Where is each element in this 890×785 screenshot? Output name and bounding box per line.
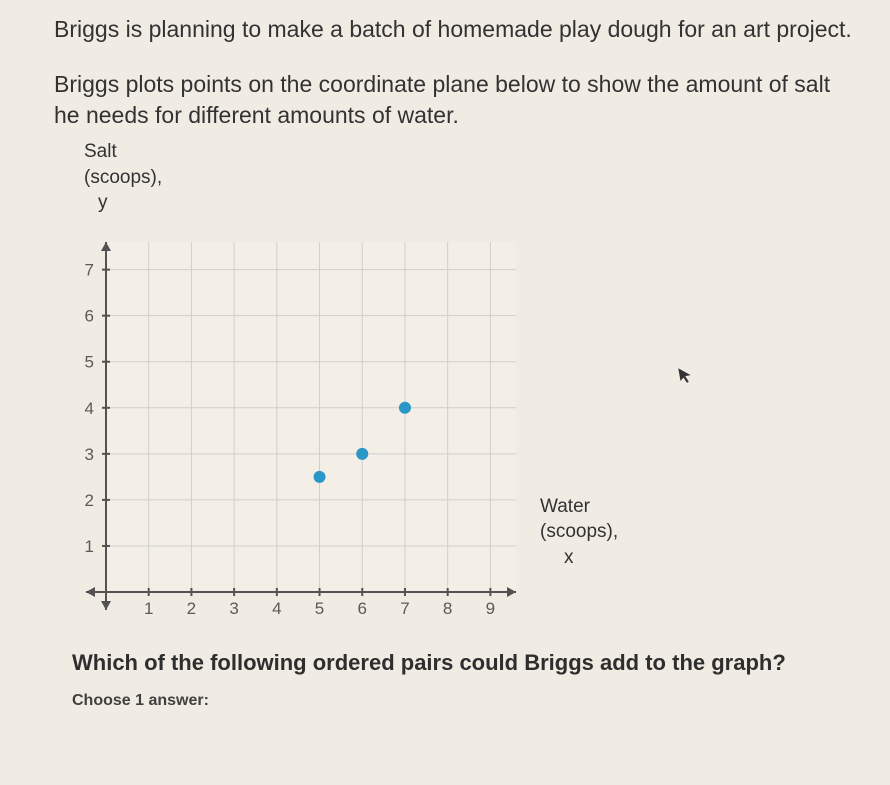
x-axis-label-line3: x	[564, 545, 618, 571]
svg-text:2: 2	[85, 491, 94, 510]
x-axis-label: Water (scoops), x	[540, 494, 618, 571]
problem-page: Briggs is planning to make a batch of ho…	[0, 0, 890, 710]
x-axis-label-line1: Water	[540, 494, 618, 520]
svg-text:1: 1	[144, 599, 153, 618]
y-axis-label-line2: (scoops),	[84, 165, 860, 191]
question-text: Which of the following ordered pairs cou…	[72, 650, 860, 676]
svg-text:2: 2	[187, 599, 196, 618]
svg-text:4: 4	[85, 399, 94, 418]
x-axis-label-line2: (scoops),	[540, 519, 618, 545]
svg-text:4: 4	[272, 599, 281, 618]
intro-text: Briggs is planning to make a batch of ho…	[54, 14, 860, 45]
chart-row: 1 2 3 4 5 6 7 8 9 1 2 3 4 5 6 7 Water (scoops), x	[54, 212, 860, 632]
svg-text:6: 6	[358, 599, 367, 618]
svg-text:7: 7	[400, 599, 409, 618]
svg-text:6: 6	[85, 307, 94, 326]
prompt-text: Briggs plots points on the coordinate pl…	[54, 69, 860, 131]
svg-text:3: 3	[85, 445, 94, 464]
svg-text:5: 5	[85, 353, 94, 372]
coordinate-plane: 1 2 3 4 5 6 7 8 9 1 2 3 4 5 6 7	[56, 212, 536, 632]
svg-text:1: 1	[85, 537, 94, 556]
y-axis-label: Salt (scoops), y	[84, 139, 860, 216]
choose-instruction: Choose 1 answer:	[72, 692, 860, 710]
svg-text:7: 7	[85, 261, 94, 280]
svg-text:3: 3	[229, 599, 238, 618]
svg-text:8: 8	[443, 599, 452, 618]
y-axis-label-line1: Salt	[84, 139, 860, 165]
svg-text:9: 9	[486, 599, 495, 618]
svg-text:5: 5	[315, 599, 324, 618]
